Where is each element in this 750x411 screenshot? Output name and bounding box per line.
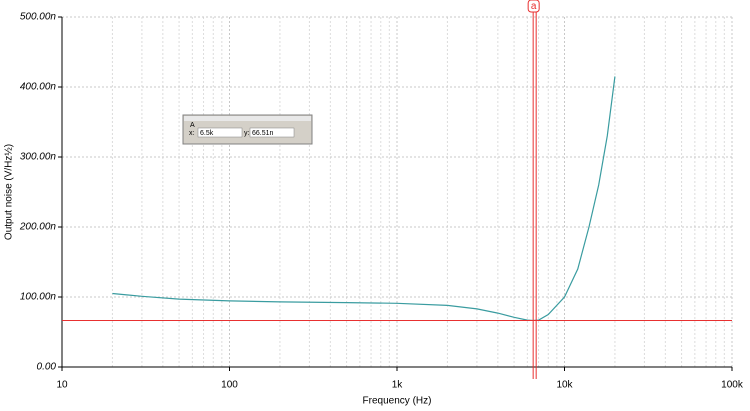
x-tick-label: 100k <box>721 380 744 391</box>
cursor-box-title: A <box>190 122 195 129</box>
y-tick-label: 400.00n <box>20 82 57 93</box>
x-tick-label: 100 <box>221 380 238 391</box>
cursor-box-bar <box>184 116 311 121</box>
y-tick-label: 300.00n <box>20 152 57 163</box>
cursor-y-field[interactable] <box>249 127 295 138</box>
cursor-y-caption: y: <box>244 130 250 137</box>
y-tick-label: 100.00n <box>20 292 57 303</box>
x-tick-label: 10 <box>56 380 68 391</box>
cursor-box[interactable]: A x: 6.5k y: 66.51n <box>182 114 313 145</box>
cursor-tag-label: a <box>531 1 537 12</box>
x-tick-label: 1k <box>392 380 404 391</box>
x-axis-label: Frequency (Hz) <box>363 396 432 407</box>
cursor-x-caption: x: <box>189 130 195 137</box>
cursor-x-field[interactable] <box>197 127 243 138</box>
cursor-tag <box>527 0 540 13</box>
cursor-y-value: 66.51n <box>252 130 274 137</box>
cursor-x-value: 6.5k <box>200 130 214 137</box>
y-axis-label: Output noise (V/Hz½) <box>4 144 15 240</box>
y-tick-label: 200.00n <box>19 222 57 233</box>
y-tick-label: 500.00n <box>20 12 57 23</box>
x-tick-label: 10k <box>556 380 573 391</box>
y-tick-label: 0.00 <box>37 362 57 373</box>
data-line <box>112 76 616 322</box>
